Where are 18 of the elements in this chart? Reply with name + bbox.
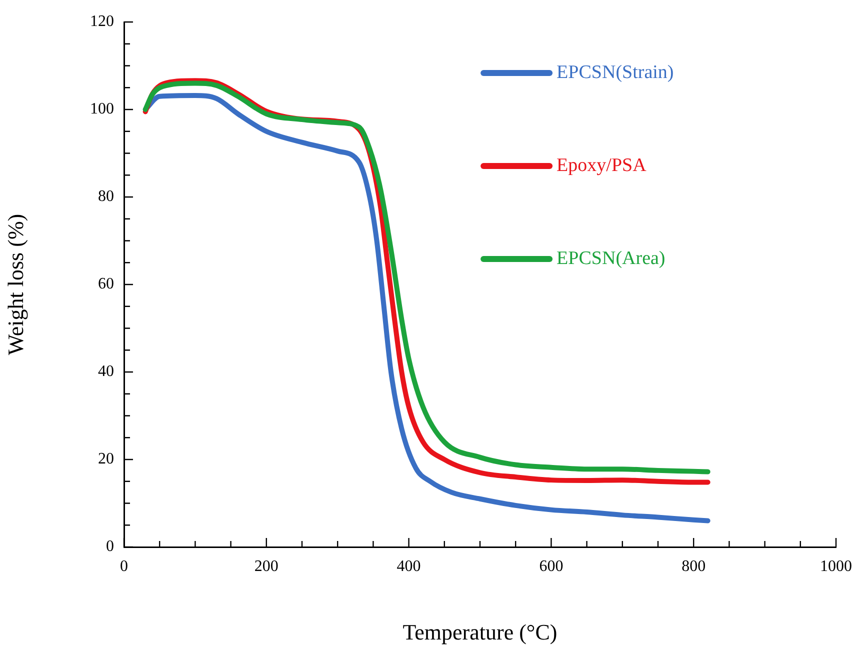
- y-tick-label: 80: [98, 188, 114, 206]
- y-tick-label: 100: [90, 100, 114, 118]
- legend-label: EPCSN(Strain): [556, 62, 674, 83]
- x-tick-label: 200: [254, 558, 278, 575]
- y-tick-label: 120: [90, 13, 114, 30]
- y-tick-label: 0: [106, 538, 114, 556]
- x-tick-label: 400: [396, 558, 421, 575]
- y-axis-title: Weight loss (%): [2, 214, 28, 356]
- x-tick-label: 800: [682, 558, 706, 575]
- legend-label: Epoxy/PSA: [556, 154, 647, 176]
- x-tick-label: 600: [539, 558, 564, 575]
- y-tick-label: 60: [98, 276, 114, 293]
- legend-label: EPCSN(Area): [556, 248, 666, 269]
- x-tick-label: 0: [120, 558, 128, 575]
- y-tick-label: 40: [98, 363, 114, 380]
- x-axis-title: Temperature (°C): [402, 620, 558, 645]
- x-tick-label: 1000: [820, 558, 852, 575]
- y-tick-label: 20: [98, 450, 114, 468]
